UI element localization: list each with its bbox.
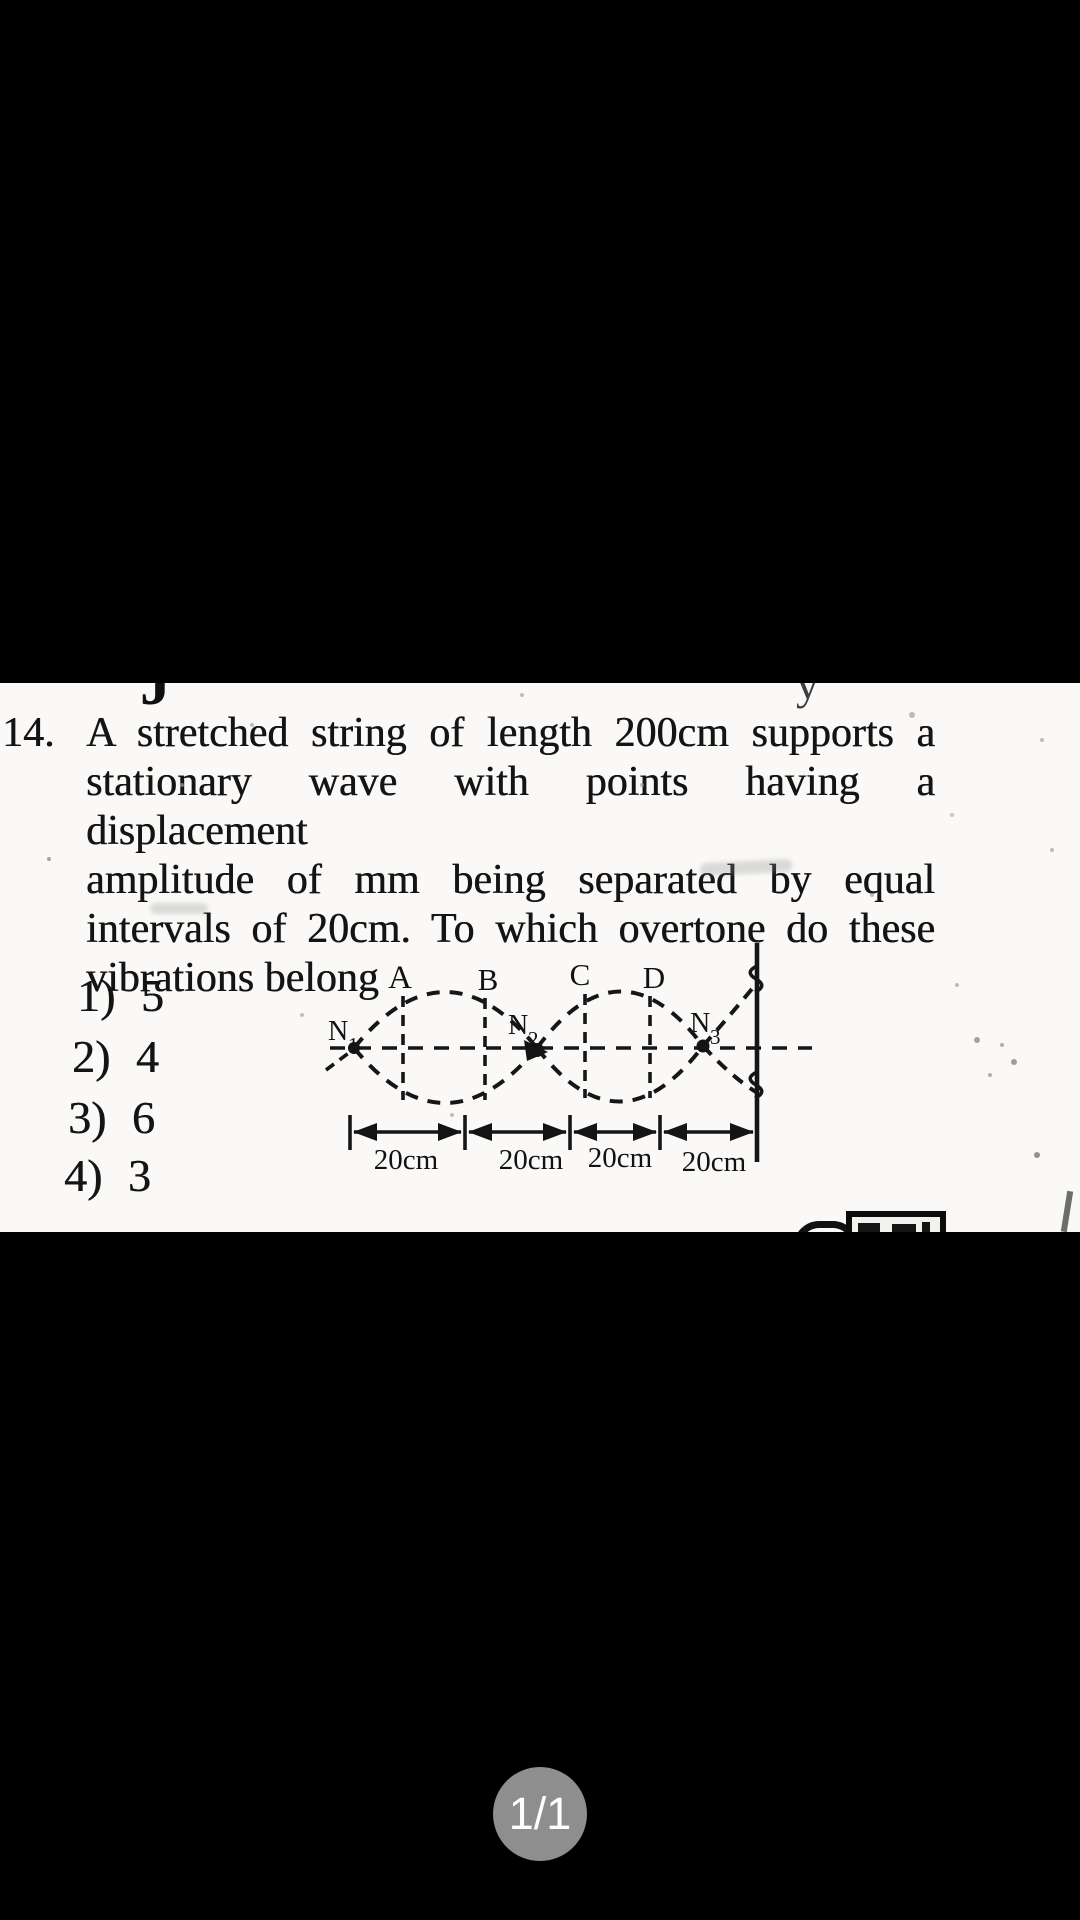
page-indicator-label: 1/1 — [508, 1788, 572, 1839]
wave-envelope-loop1-top — [352, 990, 539, 1050]
wave-envelope-loop2-top — [535, 989, 705, 1050]
scan-smudge — [150, 903, 208, 914]
question-line-5: vibrations belong — [86, 955, 379, 1001]
option-item-2: 2) 4 — [72, 1031, 159, 1082]
wave-stub-left — [324, 1050, 352, 1072]
arrowhead — [663, 1123, 687, 1141]
standing-wave-diagram: A B C D N 1 N 2 N 3 20cm 20cm 20cm 20cm — [324, 943, 812, 1178]
question-line-1: A stretched string of length 200cm suppo… — [86, 710, 935, 756]
question-text: A stretched string of length 200cm suppo… — [86, 709, 935, 1003]
node-label-n1-sub: 1 — [348, 1033, 359, 1057]
option-item-1: 1) 5 — [77, 970, 164, 1021]
arrowhead — [543, 1123, 567, 1141]
arrowhead — [633, 1123, 657, 1141]
wave-envelope-end-top — [701, 982, 758, 1048]
interval-label-4: 20cm — [682, 1146, 747, 1178]
wave-envelope-end-bottom — [701, 1044, 758, 1094]
antinode-label-d: D — [643, 960, 665, 995]
wave-envelope-loop2-bottom — [535, 1044, 705, 1104]
option-item-3: 3) 6 — [68, 1092, 155, 1143]
node-dot-n3 — [696, 1039, 710, 1053]
node-arrow-n2 — [524, 1040, 548, 1061]
arrowhead — [730, 1123, 754, 1141]
question-line-3: amplitude of mm being separated by equal — [86, 857, 935, 903]
node-dot-n1 — [348, 1042, 360, 1054]
option-item-4: 4) 3 — [64, 1150, 151, 1201]
wave-envelope-loop1-bottom — [352, 1046, 539, 1105]
interval-label-1: 20cm — [374, 1144, 439, 1176]
antinode-label-c: C — [570, 957, 591, 992]
arrowhead — [438, 1123, 462, 1141]
antinode-label-a: A — [388, 960, 412, 996]
interval-label-2: 20cm — [499, 1144, 564, 1176]
node-label-n3-sub: 3 — [710, 1025, 721, 1049]
cropped-stamp-box — [846, 1211, 946, 1232]
question-line-4: intervals of 20cm. To which overtone do … — [86, 906, 935, 952]
stamp-glyph — [858, 1223, 880, 1232]
scan-specks — [47, 857, 51, 861]
wall-hook-bottom — [748, 1070, 764, 1100]
node-label-n3: N — [690, 1008, 710, 1039]
node-label-n2: N — [508, 1010, 528, 1041]
arrowhead — [468, 1123, 492, 1141]
node-label-n2-sub: 2 — [528, 1027, 539, 1051]
arrowhead — [353, 1123, 377, 1141]
print-artifact-right: y — [796, 683, 819, 709]
print-artifact-left: J — [140, 683, 171, 718]
interval-label-3: 20cm — [588, 1142, 653, 1174]
question-line-2: stationary wave with points having a dis… — [86, 759, 935, 854]
page-indicator: 1/1 — [493, 1767, 587, 1861]
node-label-n1: N — [328, 1016, 348, 1047]
arrowhead — [573, 1123, 597, 1141]
document-page[interactable]: J y 14. A stretched string of length 200… — [0, 683, 1080, 1232]
question-number: 14. — [2, 710, 55, 756]
antinode-label-b: B — [478, 962, 499, 997]
stamp-glyph — [922, 1222, 930, 1232]
wall-hook-top — [748, 964, 764, 994]
stamp-glyph — [892, 1224, 916, 1232]
